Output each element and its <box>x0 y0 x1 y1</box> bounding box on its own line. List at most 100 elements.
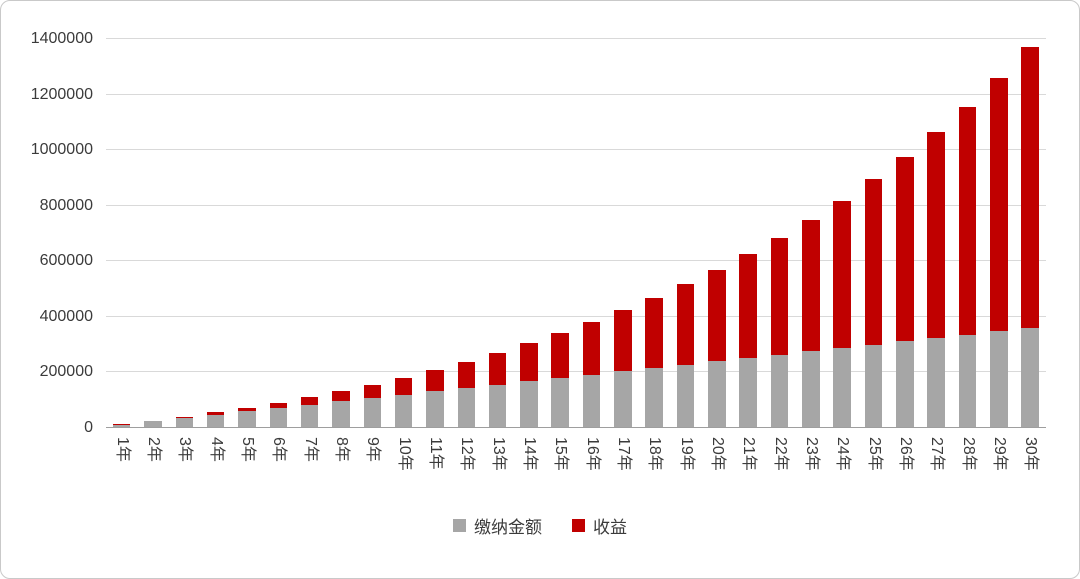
bar-segment-gain[interactable] <box>645 297 663 368</box>
x-tick-cell: 27年 <box>921 433 952 499</box>
stacked-bar[interactable] <box>394 39 413 428</box>
stacked-bar[interactable] <box>770 39 789 428</box>
bar-segment-gain[interactable] <box>927 131 945 338</box>
bar-segment-paid[interactable] <box>645 367 663 428</box>
bar-segment-paid[interactable] <box>958 334 977 428</box>
stacked-bar[interactable] <box>958 39 977 428</box>
bar-segment-paid[interactable] <box>332 401 350 428</box>
bar-column <box>137 39 168 428</box>
bar-segment-paid[interactable] <box>269 408 288 428</box>
bar-segment-gain[interactable] <box>300 397 319 405</box>
legend-item-gain[interactable]: 收益 <box>572 513 627 538</box>
bar-segment-paid[interactable] <box>112 424 131 428</box>
stacked-bar[interactable] <box>990 39 1008 428</box>
bar-segment-gain[interactable] <box>332 391 350 402</box>
stacked-bar[interactable] <box>833 39 851 428</box>
bar-segment-gain[interactable] <box>802 219 820 352</box>
bar-segment-paid[interactable] <box>614 371 632 428</box>
y-axis: 0 200000 400000 600000 800000 1000000 1200000 1… <box>1 31 93 436</box>
bar-segment-gain[interactable] <box>363 384 382 398</box>
stacked-bar[interactable] <box>1021 39 1039 428</box>
bar-segment-paid[interactable] <box>551 378 570 428</box>
stacked-bar[interactable] <box>551 39 570 428</box>
bar-segment-gain[interactable] <box>614 310 632 372</box>
bar-segment-gain[interactable] <box>739 254 757 358</box>
bar-segment-paid[interactable] <box>990 331 1008 428</box>
bar-segment-paid[interactable] <box>206 414 225 428</box>
bar-segment-paid[interactable] <box>1021 327 1039 428</box>
stacked-bar[interactable] <box>582 39 601 428</box>
bar-segment-gain[interactable] <box>770 237 789 355</box>
stacked-bar[interactable] <box>238 39 256 428</box>
bar-segment-gain[interactable] <box>394 377 413 395</box>
bar-segment-paid[interactable] <box>676 364 695 428</box>
gridline <box>106 260 1046 262</box>
bar-segment-gain[interactable] <box>582 322 601 375</box>
bar-segment-paid[interactable] <box>426 391 444 428</box>
x-tick-label: 3年 <box>176 437 194 462</box>
bar-segment-gain[interactable] <box>676 284 695 365</box>
bar-segment-paid[interactable] <box>802 351 820 428</box>
stacked-bar[interactable] <box>175 39 194 428</box>
bar-segment-paid[interactable] <box>582 374 601 428</box>
bar-column <box>231 39 262 428</box>
stacked-bar[interactable] <box>708 39 726 428</box>
bar-segment-paid[interactable] <box>520 381 538 428</box>
bar-segment-gain[interactable] <box>269 402 288 408</box>
bar-segment-gain[interactable] <box>488 352 507 385</box>
stacked-bar[interactable] <box>112 39 131 428</box>
stacked-bar[interactable] <box>332 39 350 428</box>
stacked-bar[interactable] <box>614 39 632 428</box>
bar-segment-gain[interactable] <box>238 407 256 412</box>
stacked-bar[interactable] <box>802 39 820 428</box>
bar-segment-gain[interactable] <box>457 361 476 388</box>
stacked-bar[interactable] <box>864 39 883 428</box>
stacked-bar[interactable] <box>144 39 162 428</box>
bar-segment-paid[interactable] <box>488 384 507 428</box>
bar-segment-gain[interactable] <box>708 269 726 362</box>
bar-segment-paid[interactable] <box>238 411 256 428</box>
bar-segment-paid[interactable] <box>739 357 757 428</box>
bar-segment-paid[interactable] <box>833 347 851 428</box>
gridline <box>106 371 1046 373</box>
bar-segment-paid[interactable] <box>770 354 789 428</box>
x-tick-label: 30年 <box>1022 437 1040 471</box>
bar-segment-gain[interactable] <box>990 77 1008 332</box>
stacked-bar[interactable] <box>927 39 945 428</box>
bar-segment-paid[interactable] <box>394 394 413 428</box>
bar-segment-paid[interactable] <box>864 344 883 428</box>
bar-segment-paid[interactable] <box>175 418 194 428</box>
stacked-bar[interactable] <box>457 39 476 428</box>
stacked-bar[interactable] <box>645 39 663 428</box>
bar-segment-gain[interactable] <box>551 333 570 378</box>
bar-segment-gain[interactable] <box>958 106 977 335</box>
bar-segment-paid[interactable] <box>708 361 726 428</box>
stacked-bar[interactable] <box>300 39 319 428</box>
stacked-bar[interactable] <box>206 39 225 428</box>
bar-segment-gain[interactable] <box>144 420 162 422</box>
bar-segment-paid[interactable] <box>896 341 914 428</box>
bar-segment-paid[interactable] <box>927 337 945 428</box>
stacked-bar[interactable] <box>520 39 538 428</box>
bar-segment-gain[interactable] <box>520 343 538 382</box>
stacked-bar[interactable] <box>739 39 757 428</box>
bar-segment-paid[interactable] <box>363 398 382 428</box>
bar-segment-gain[interactable] <box>426 369 444 392</box>
bar-segment-gain[interactable] <box>896 156 914 342</box>
stacked-bar[interactable] <box>488 39 507 428</box>
stacked-bar[interactable] <box>676 39 695 428</box>
stacked-bar[interactable] <box>269 39 288 428</box>
x-tick-label: 26年 <box>896 437 914 471</box>
bar-segment-gain[interactable] <box>1021 47 1039 328</box>
legend-item-paid[interactable]: 缴纳金额 <box>453 513 542 538</box>
stacked-bar[interactable] <box>896 39 914 428</box>
bar-segment-paid[interactable] <box>300 404 319 428</box>
bar-segment-gain[interactable] <box>864 179 883 345</box>
bar-segment-gain[interactable] <box>833 200 851 348</box>
bar-segment-paid[interactable] <box>457 388 476 428</box>
bar-segment-gain[interactable] <box>206 412 225 415</box>
bar-segment-paid[interactable] <box>144 421 162 428</box>
stacked-bar[interactable] <box>426 39 444 428</box>
bar-segment-gain[interactable] <box>175 416 194 418</box>
stacked-bar[interactable] <box>363 39 382 428</box>
